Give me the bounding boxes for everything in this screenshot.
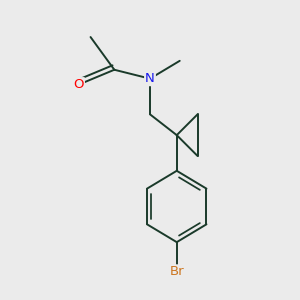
Text: N: N xyxy=(145,72,155,85)
Text: Br: Br xyxy=(169,266,184,278)
Text: O: O xyxy=(74,78,84,91)
